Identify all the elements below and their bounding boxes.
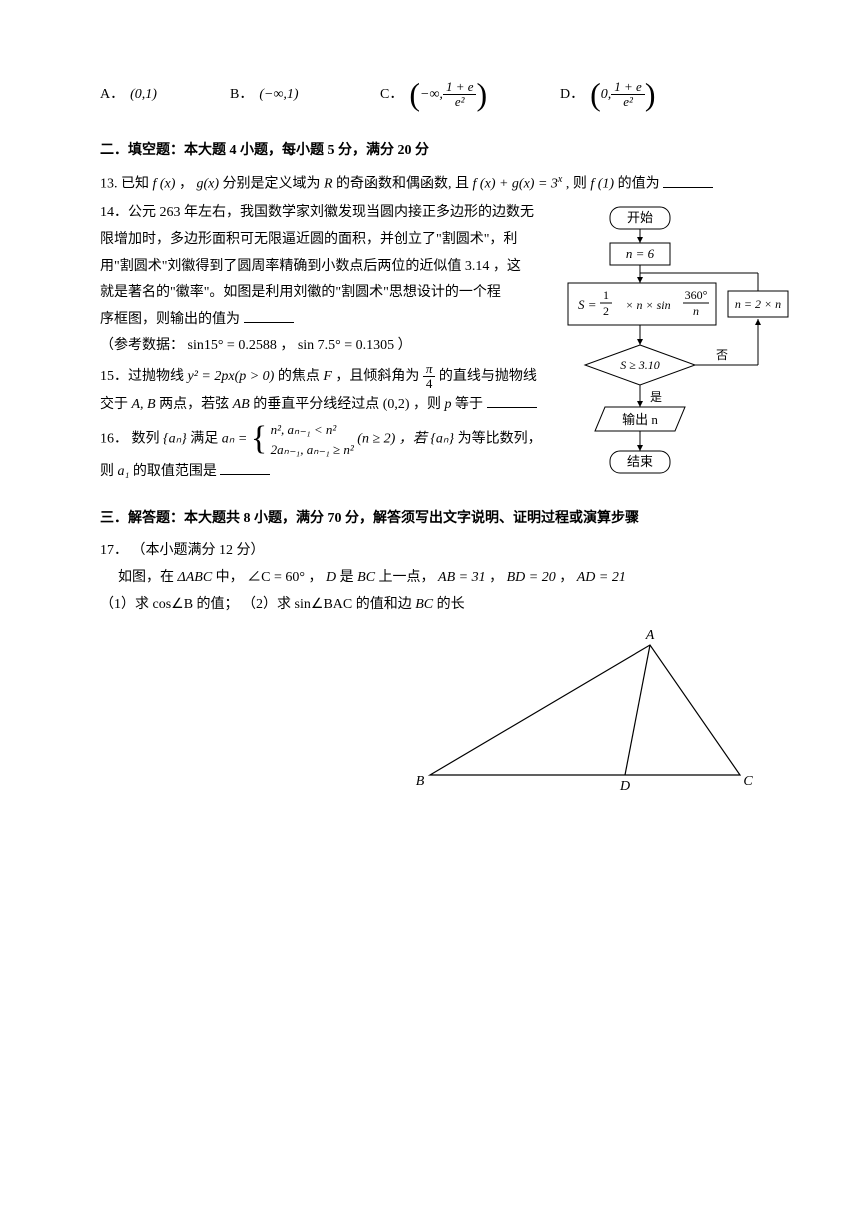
- flowchart: 开始 n = 6 S = 1 2 × n × sin 360° n n = 2 …: [550, 205, 790, 506]
- blank-q14: [244, 309, 294, 323]
- triangle-svg: A B C D: [410, 625, 760, 795]
- svg-text:是: 是: [650, 390, 662, 404]
- svg-text:n = 2 × n: n = 2 × n: [735, 297, 781, 311]
- rparen-icon: ): [476, 82, 487, 108]
- option-d-frac: 1 + e e²: [611, 80, 645, 110]
- q14-reference: （参考数据： sin15° = 0.2588 ， sin 7.5° = 0.13…: [100, 333, 610, 360]
- lparen-icon: (: [590, 82, 601, 108]
- option-a-value: (0,1): [130, 82, 157, 109]
- svg-text:× n × sin: × n × sin: [625, 298, 670, 312]
- option-c-prefix: −∞,: [420, 82, 443, 109]
- option-b-label: B．: [230, 82, 253, 109]
- svg-text:B: B: [416, 774, 425, 789]
- section3-title: 三．解答题：本大题共 8 小题，满分 70 分，解答须写出文字说明、证明过程或演…: [100, 506, 770, 533]
- rparen-icon: ): [645, 82, 656, 108]
- blank-q13: [663, 174, 713, 188]
- option-c: C． ( −∞, 1 + e e² ): [380, 80, 550, 110]
- svg-text:A: A: [645, 628, 655, 643]
- option-c-label: C．: [380, 82, 403, 109]
- q17: 17． （本小题满分 12 分） 如图，在 ΔABC 中， ∠C = 60° ，…: [100, 538, 770, 618]
- q14: 14．公元 263 年左右，我国数学家刘徽发现当圆内接正多边形的边数无 限增加时…: [100, 200, 610, 360]
- lparen-icon: (: [409, 82, 420, 108]
- blank-q16: [220, 461, 270, 475]
- blank-q15: [487, 394, 537, 408]
- option-d-prefix: 0,: [601, 82, 612, 109]
- option-b-value: (−∞,1): [259, 82, 298, 109]
- svg-text:360°: 360°: [685, 288, 708, 302]
- option-d-label: D．: [560, 82, 584, 109]
- svg-text:n: n: [693, 304, 699, 318]
- flowchart-svg: 开始 n = 6 S = 1 2 × n × sin 360° n n = 2 …: [550, 205, 790, 495]
- svg-text:1: 1: [603, 288, 609, 302]
- svg-text:S =: S =: [578, 297, 597, 312]
- option-b: B． (−∞,1): [230, 82, 370, 109]
- option-a-label: A．: [100, 82, 124, 109]
- option-d: D． ( 0, 1 + e e² ): [560, 80, 710, 110]
- option-c-frac: 1 + e e²: [443, 80, 477, 110]
- svg-text:n = 6: n = 6: [626, 246, 655, 261]
- section2-title: 二．填空题：本大题 4 小题，每小题 5 分，满分 20 分: [100, 138, 770, 165]
- svg-text:开始: 开始: [627, 210, 653, 225]
- q15: 15．过抛物线 y² = 2px(p > 0) 的焦点 F ，且倾斜角为 π 4…: [100, 362, 610, 418]
- q13: 13. 已知 f (x) ， g(x) 分别是定义域为 R 的奇函数和偶函数, …: [100, 170, 770, 198]
- svg-text:否: 否: [716, 348, 728, 362]
- svg-text:2: 2: [603, 304, 609, 318]
- svg-text:D: D: [619, 779, 630, 794]
- triangle-figure: A B C D: [410, 625, 760, 806]
- pi-over-4: π 4: [423, 362, 436, 392]
- svg-text:C: C: [743, 774, 753, 789]
- svg-text:S ≥ 3.10: S ≥ 3.10: [620, 358, 660, 372]
- option-a: A． (0,1): [100, 82, 220, 109]
- q16: 16． 数列 {aₙ} 满足 aₙ = { n², aₙ₋₁ < n² 2aₙ₋…: [100, 420, 610, 486]
- q12-options: A． (0,1) B． (−∞,1) C． ( −∞, 1 + e e² ) D…: [100, 80, 770, 110]
- svg-text:结束: 结束: [627, 454, 653, 469]
- piecewise: { n², aₙ₋₁ < n² 2aₙ₋₁, aₙ₋₁ ≥ n²: [251, 420, 354, 459]
- svg-text:输出 n: 输出 n: [622, 412, 658, 427]
